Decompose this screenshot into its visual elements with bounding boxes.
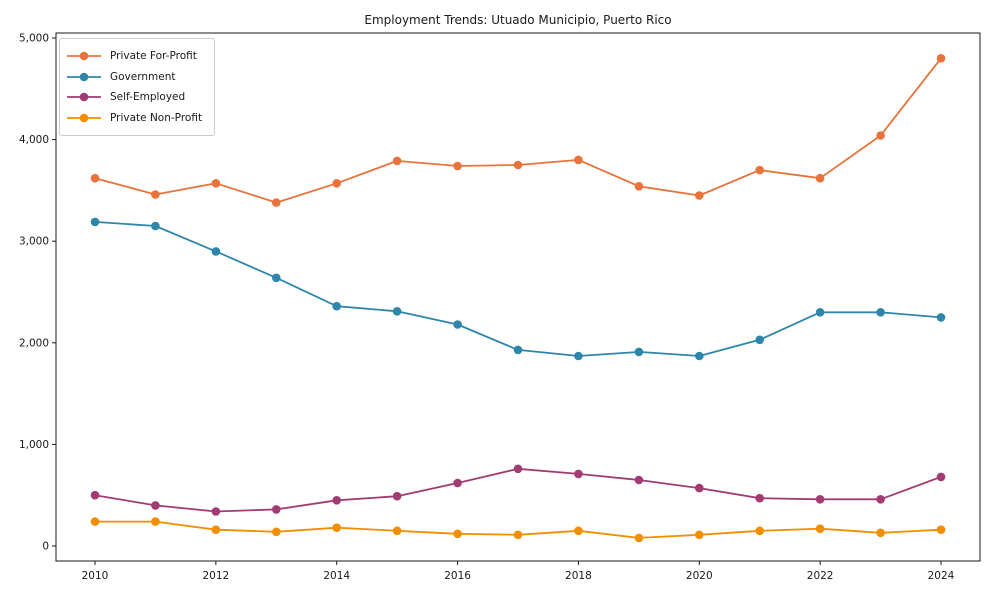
data-point-private-non-profit [936,525,946,534]
data-point-private-non-profit [453,529,462,539]
legend-label: Self-Employed [110,91,186,104]
y-tick-label: 3,000 [19,236,49,248]
data-point-self-employed [272,505,281,514]
data-point-private-for-profit [815,173,825,183]
data-point-self-employed [453,478,462,488]
data-point-government [90,217,100,227]
data-point-private-for-profit [695,191,704,200]
series-line-self-employed [94,467,942,513]
data-point-government [453,320,462,329]
data-point-private-non-profit [755,526,764,536]
series-line-private-for-profit [94,57,942,204]
data-point-private-non-profit [272,527,281,537]
data-point-government [272,273,281,283]
data-point-self-employed [211,507,221,516]
legend-item-private-for-profit: Private For-Profit [67,46,202,67]
data-point-private-non-profit [392,526,402,536]
x-tick-label: 2010 [82,570,109,582]
legend-label: Government [110,70,176,83]
data-point-private-for-profit [151,190,160,199]
data-point-self-employed [755,493,764,503]
data-point-self-employed [634,475,644,485]
legend-label: Private Non-Profit [110,111,203,124]
data-point-self-employed [936,472,946,482]
y-tick-label: 0 [42,541,49,553]
data-point-private-for-profit [392,156,402,166]
legend-marker-private-non-profit [67,113,101,123]
data-point-private-non-profit [876,528,885,538]
data-point-private-for-profit [513,160,523,170]
x-tick-label: 2020 [686,570,713,582]
x-tick-label: 2014 [323,570,350,582]
data-point-private-non-profit [513,530,523,540]
legend-item-self-employed: Self-Employed [67,87,202,108]
data-point-private-non-profit [634,533,644,543]
data-point-government [211,247,221,256]
x-tick-label: 2022 [807,570,834,582]
series-line-government [94,220,942,357]
legend-item-private-non-profit: Private Non-Profit [67,108,202,129]
legend-item-government: Government [67,67,202,88]
data-point-private-non-profit [574,526,583,536]
data-point-self-employed [695,483,704,493]
axes-spines [55,32,981,562]
data-point-private-non-profit [90,517,100,526]
data-point-private-for-profit [332,179,342,188]
chart-title: Employment Trends: Utuado Municipio, Pue… [364,13,672,27]
data-point-private-non-profit [151,517,160,526]
data-point-private-for-profit [90,173,100,183]
x-tick-label: 2012 [202,570,229,582]
data-point-private-non-profit [332,523,342,532]
data-point-private-for-profit [272,198,281,207]
data-point-private-non-profit [211,525,221,534]
data-point-government [695,351,704,361]
data-point-private-for-profit [453,161,462,171]
data-point-self-employed [574,469,583,479]
data-point-government [815,308,825,317]
data-point-private-non-profit [815,524,825,533]
legend-marker-self-employed [67,92,101,102]
data-point-self-employed [876,495,885,504]
data-point-government [876,308,885,317]
data-point-government [513,345,523,355]
data-point-private-for-profit [211,179,221,188]
legend: Private For-Profit Government Self-Employe… [59,38,216,136]
y-tick-label: 4,000 [19,134,49,146]
x-tick-label: 2018 [565,570,592,582]
data-point-self-employed [151,501,160,510]
data-point-self-employed [392,491,402,501]
x-tick-label: 2016 [444,570,471,582]
data-point-private-for-profit [876,131,885,140]
x-tick-label: 2024 [928,570,955,582]
data-point-government [151,221,160,231]
data-point-private-for-profit [574,155,583,165]
data-point-government [332,301,342,311]
data-point-private-non-profit [695,530,704,540]
legend-marker-government [67,72,101,82]
legend-marker-private-for-profit [67,51,101,61]
data-point-private-for-profit [755,165,764,175]
data-point-self-employed [332,496,342,505]
data-point-self-employed [815,495,825,504]
y-tick-label: 1,000 [19,439,49,451]
data-point-government [392,307,402,316]
y-tick-label: 2,000 [19,337,49,349]
data-point-government [755,335,764,345]
data-point-government [634,347,644,357]
y-tick-label: 5,000 [19,33,49,45]
data-point-private-for-profit [634,182,644,191]
data-point-self-employed [513,464,523,474]
data-point-self-employed [90,490,100,500]
data-point-government [936,313,946,322]
data-point-government [574,351,583,361]
legend-label: Private For-Profit [110,50,197,63]
data-point-private-for-profit [936,54,946,63]
